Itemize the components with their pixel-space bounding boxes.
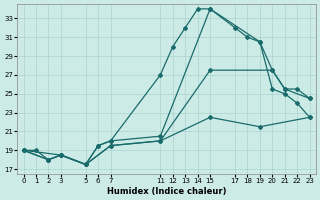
X-axis label: Humidex (Indice chaleur): Humidex (Indice chaleur) (107, 187, 226, 196)
